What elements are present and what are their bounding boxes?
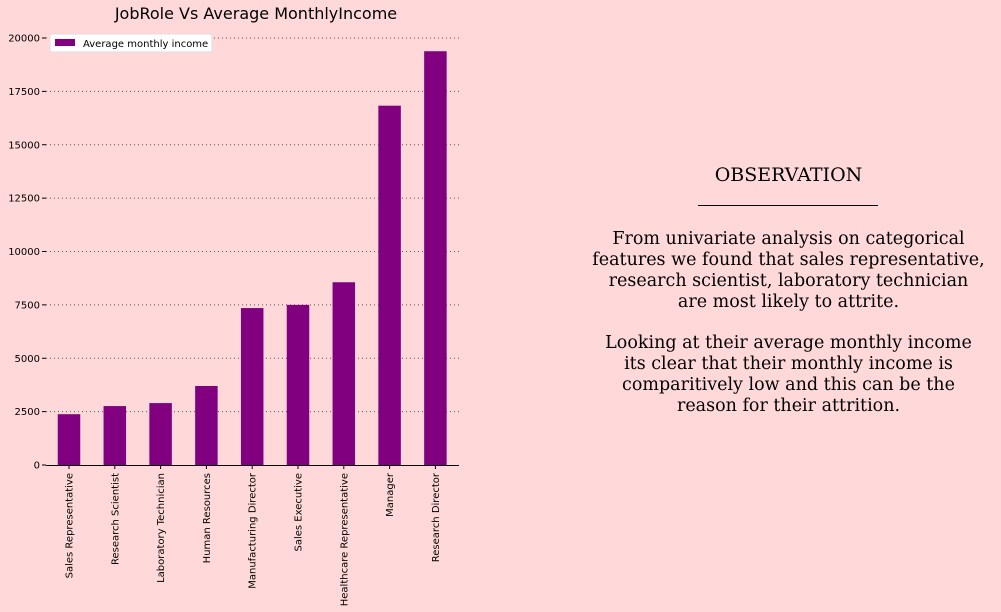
observation-underline: [698, 205, 878, 206]
observation-heading: OBSERVATION: [714, 164, 863, 186]
observation-paragraph-2: Looking at their average monthly income …: [576, 333, 1001, 417]
x-tick-label: Research Scientist: [110, 473, 121, 565]
legend-box: [49, 33, 213, 53]
chart-title: JobRole Vs Average MonthlyIncome: [114, 4, 397, 23]
y-axis-ticks: 0 2500 5000 7500 10000 12500 15000 17500 20000: [8, 34, 46, 472]
x-tick-label: Manager: [385, 472, 396, 517]
observation-line: reason for their attrition.: [676, 396, 901, 416]
y-tick-label: 12500: [8, 194, 40, 205]
observation-line: From univariate analysis on categorical: [612, 229, 965, 249]
observation-line: features we found that sales representat…: [592, 250, 985, 270]
observation-paragraph-1: From univariate analysis on categorical …: [576, 229, 1001, 313]
bar: [286, 304, 310, 465]
observation-line: its clear that their monthly income is: [624, 354, 953, 374]
observation-line: research scientist, laboratory technicia…: [608, 271, 969, 291]
bar: [103, 406, 127, 465]
bar: [332, 282, 356, 465]
bar: [57, 414, 81, 465]
x-tick-label: Sales Executive: [294, 473, 305, 551]
bar: [424, 51, 447, 465]
x-tick-label: Manufacturing Director: [248, 472, 259, 589]
bar: [195, 386, 218, 465]
bar: [240, 308, 264, 465]
x-tick-label: Healthcare Representative: [339, 473, 350, 606]
legend-label: Average monthly income: [83, 39, 208, 50]
y-tick-label: 17500: [8, 87, 40, 98]
x-tick-label: Research Director: [431, 472, 442, 562]
y-tick-label: 7500: [15, 300, 40, 311]
bar-chart: JobRole Vs Average MonthlyIncome 0 2500 50…: [8, 4, 459, 606]
y-tick-label: 20000: [8, 34, 40, 45]
y-tick-label: 0: [34, 461, 40, 472]
x-tick-label: Human Resources: [202, 473, 213, 563]
x-axis-ticks: Sales Representative Research Scientist La…: [65, 465, 442, 606]
bar: [149, 403, 172, 465]
x-tick-label: Laboratory Technician: [156, 473, 167, 583]
y-tick-label: 10000: [8, 247, 40, 258]
legend-swatch: [55, 39, 75, 46]
bars: [57, 51, 447, 465]
observation-line: comparitively low and this can be the: [622, 375, 955, 395]
observation-line: Looking at their average monthly income: [605, 333, 972, 353]
legend: Average monthly income: [49, 33, 213, 53]
x-tick-label: Sales Representative: [65, 473, 76, 578]
observation-line: are most likely to attrite.: [677, 292, 900, 312]
bar: [378, 105, 401, 465]
y-tick-label: 5000: [15, 354, 40, 365]
y-tick-label: 2500: [15, 407, 40, 418]
y-tick-label: 15000: [8, 140, 40, 151]
